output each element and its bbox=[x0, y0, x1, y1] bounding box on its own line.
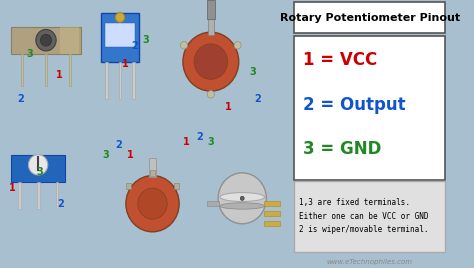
Text: 2: 2 bbox=[196, 132, 203, 142]
Circle shape bbox=[194, 44, 228, 79]
Text: Rotary Potentiometer Pinout: Rotary Potentiometer Pinout bbox=[280, 13, 460, 23]
Circle shape bbox=[218, 173, 266, 224]
Bar bbox=[264, 221, 280, 226]
Bar bbox=[55, 182, 58, 209]
Bar bbox=[173, 183, 179, 189]
Text: 1: 1 bbox=[127, 150, 134, 161]
Circle shape bbox=[207, 91, 214, 98]
Circle shape bbox=[116, 13, 125, 22]
Text: 2: 2 bbox=[255, 94, 261, 104]
Text: 1: 1 bbox=[9, 183, 16, 193]
Text: 3: 3 bbox=[208, 137, 214, 147]
Bar bbox=[101, 13, 139, 62]
Text: 3: 3 bbox=[249, 67, 256, 77]
Circle shape bbox=[234, 42, 241, 49]
Text: 1: 1 bbox=[226, 102, 232, 112]
Bar bbox=[69, 54, 71, 86]
Text: 1 = VCC: 1 = VCC bbox=[303, 51, 377, 69]
Bar bbox=[45, 54, 47, 86]
Circle shape bbox=[240, 196, 244, 200]
Bar bbox=[149, 158, 156, 177]
Bar bbox=[294, 2, 446, 34]
Text: 3: 3 bbox=[142, 35, 149, 45]
Text: 2 = Output: 2 = Output bbox=[303, 95, 405, 114]
Bar bbox=[126, 183, 131, 189]
Text: 3: 3 bbox=[36, 166, 43, 177]
Bar bbox=[118, 62, 121, 99]
Text: www.eTechnophiles.com: www.eTechnophiles.com bbox=[327, 259, 413, 265]
Ellipse shape bbox=[220, 193, 264, 202]
Bar bbox=[21, 54, 23, 86]
Bar bbox=[132, 62, 135, 99]
Text: 1,3 are fixed terminals.
Either one can be VCC or GND
2 is wiper/movable termina: 1,3 are fixed terminals. Either one can … bbox=[299, 198, 428, 234]
Text: 3: 3 bbox=[102, 150, 109, 161]
Bar bbox=[294, 181, 446, 252]
Circle shape bbox=[28, 155, 48, 175]
Text: 2: 2 bbox=[116, 140, 122, 150]
Text: 1: 1 bbox=[56, 70, 63, 80]
Bar bbox=[60, 27, 79, 54]
Circle shape bbox=[126, 176, 179, 232]
Text: 1: 1 bbox=[183, 137, 190, 147]
Bar bbox=[207, 201, 219, 206]
Text: 2: 2 bbox=[17, 94, 24, 104]
Text: 1: 1 bbox=[122, 59, 129, 69]
Bar bbox=[18, 182, 21, 209]
Bar bbox=[36, 182, 39, 209]
Text: 2: 2 bbox=[131, 40, 138, 51]
Ellipse shape bbox=[220, 203, 264, 209]
Bar bbox=[105, 62, 108, 99]
Bar bbox=[264, 211, 280, 216]
Bar bbox=[150, 170, 155, 176]
Circle shape bbox=[181, 42, 188, 49]
Circle shape bbox=[138, 188, 167, 219]
Circle shape bbox=[36, 29, 56, 51]
Text: 3 = GND: 3 = GND bbox=[303, 140, 381, 158]
Text: 3: 3 bbox=[27, 49, 34, 59]
Bar bbox=[11, 27, 81, 54]
Circle shape bbox=[40, 34, 52, 46]
Bar bbox=[207, 0, 215, 19]
Bar bbox=[264, 201, 280, 206]
Bar bbox=[105, 23, 135, 47]
Circle shape bbox=[183, 32, 239, 91]
Bar bbox=[208, 16, 214, 35]
Bar bbox=[11, 155, 65, 182]
Text: 2: 2 bbox=[57, 199, 64, 209]
Bar bbox=[294, 36, 446, 180]
